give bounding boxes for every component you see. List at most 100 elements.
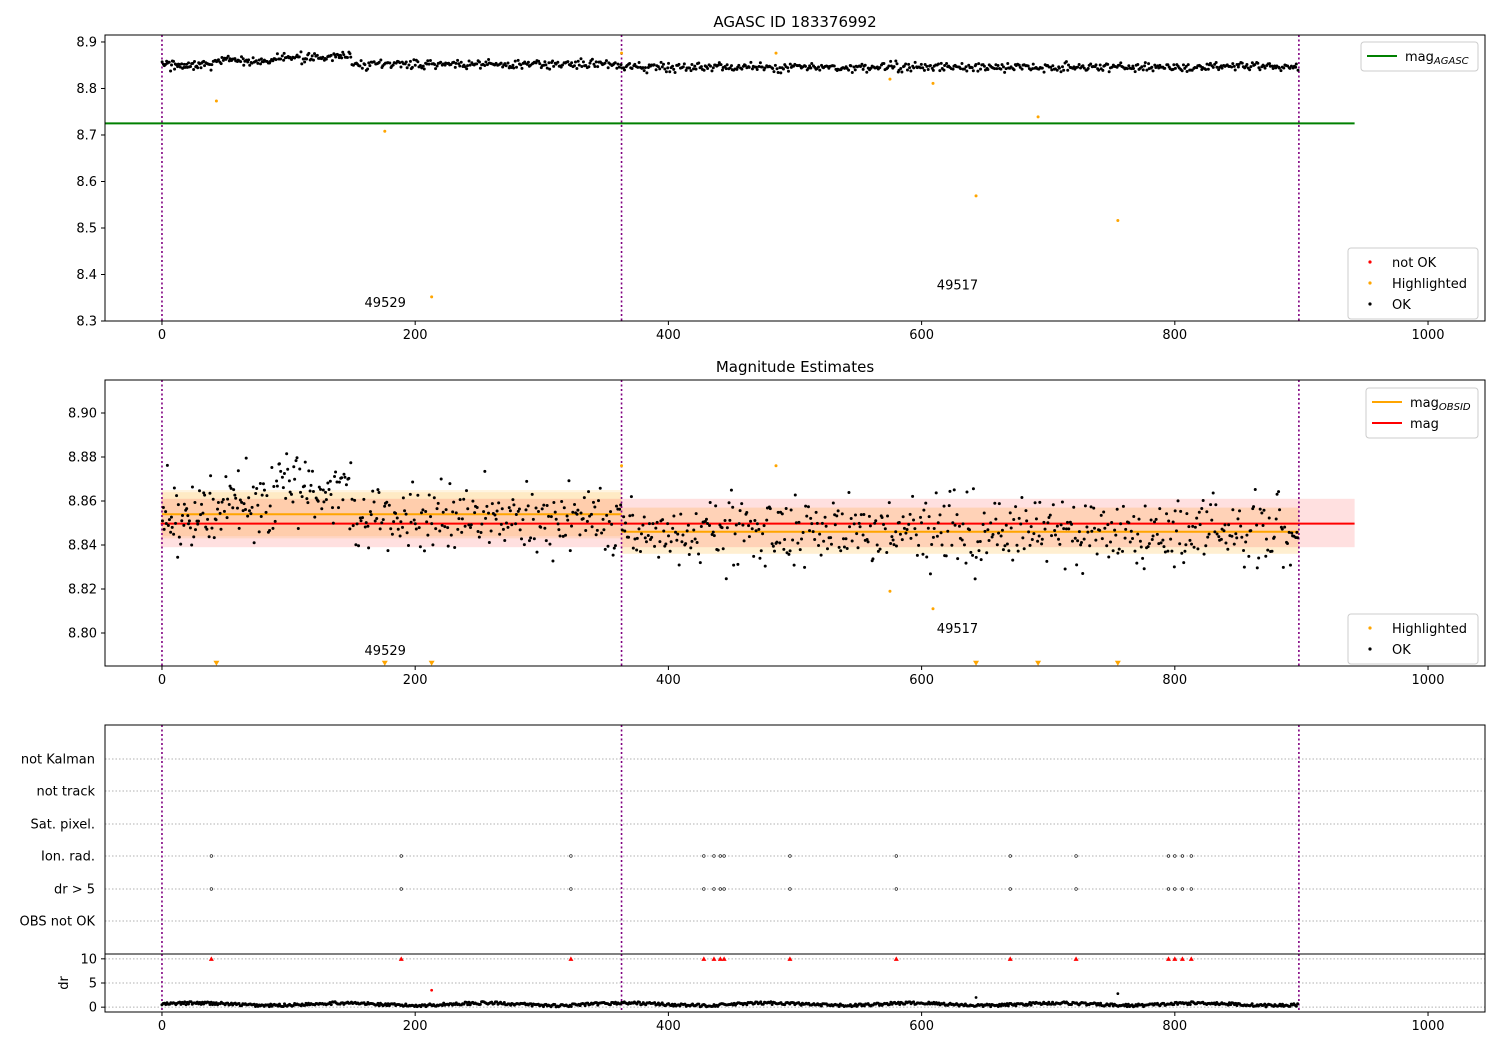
ok-point: [1275, 492, 1279, 496]
ok-point: [354, 543, 358, 547]
ok-point: [853, 513, 857, 517]
flag-category-label: not Kalman: [21, 753, 95, 768]
ok-point: [708, 523, 712, 527]
ok-point: [986, 68, 990, 72]
ok-point: [174, 521, 178, 525]
ok-point: [1295, 530, 1299, 534]
legend-label: mag: [1410, 417, 1439, 432]
ok-point: [531, 517, 535, 521]
ok-point: [167, 60, 171, 64]
ok-point: [467, 59, 471, 63]
ok-point: [501, 527, 505, 531]
ok-point: [308, 489, 312, 493]
legend-subscript: AGASC: [1433, 56, 1469, 67]
y-tick-label: 8.3: [76, 315, 97, 330]
ok-point: [337, 56, 341, 60]
ok-point: [716, 548, 720, 552]
ok-point: [1206, 535, 1210, 539]
ok-point: [1131, 64, 1135, 68]
ok-point: [1248, 68, 1252, 72]
ok-point: [628, 62, 632, 66]
ok-point: [800, 537, 804, 541]
ok-point: [317, 485, 321, 489]
ok-point: [1081, 64, 1085, 68]
ok-point: [1038, 500, 1042, 504]
ok-point: [810, 522, 814, 526]
ok-point: [1174, 529, 1178, 533]
ok-point: [814, 510, 818, 514]
ok-point: [648, 538, 652, 542]
ok-point: [275, 484, 279, 488]
dr-ok-point: [1140, 1002, 1144, 1006]
ok-point: [940, 543, 944, 547]
ok-point: [1252, 505, 1256, 509]
ok-point: [547, 514, 551, 518]
ok-point: [484, 516, 488, 520]
ok-point: [410, 65, 414, 69]
ok-point: [955, 513, 959, 517]
ok-point: [912, 66, 916, 70]
ok-point: [1217, 535, 1221, 539]
ok-point: [1050, 534, 1054, 538]
ok-point: [1249, 65, 1253, 69]
ok-point: [186, 522, 190, 526]
ok-point: [291, 500, 295, 504]
ok-point: [575, 67, 579, 71]
clipped-marker: [213, 660, 220, 666]
ok-point: [1215, 65, 1219, 69]
ok-point: [443, 525, 447, 529]
ok-point: [1089, 62, 1093, 66]
ok-point: [567, 479, 571, 483]
legend-label: Highlighted: [1392, 277, 1467, 292]
ok-point: [695, 541, 699, 545]
ok-point: [1226, 547, 1230, 551]
ok-point: [740, 67, 744, 71]
dr-panel: 0 200 400 600 800 1000 0 5 10 dr: [57, 952, 1486, 1034]
ok-point: [372, 500, 376, 504]
ok-point: [160, 519, 164, 523]
ok-point: [1014, 505, 1018, 509]
ok-point: [1231, 508, 1235, 512]
ok-point: [909, 69, 913, 73]
ok-point: [818, 532, 822, 536]
ok-point: [931, 535, 935, 539]
ok-point: [997, 531, 1001, 535]
ok-point: [176, 65, 180, 69]
ok-point: [360, 66, 364, 70]
ok-point: [971, 487, 975, 491]
ok-point: [645, 71, 649, 75]
ok-point: [697, 552, 701, 556]
ok-point: [571, 510, 575, 514]
ok-point: [196, 519, 200, 523]
ok-point: [779, 71, 783, 75]
ok-point: [861, 533, 865, 537]
ok-point: [763, 66, 767, 70]
ok-point: [363, 525, 367, 529]
ok-point: [1119, 61, 1123, 65]
ok-point: [549, 515, 553, 519]
ok-point: [250, 505, 254, 509]
ok-point: [1267, 516, 1271, 520]
y-tick-label: 8.84: [68, 539, 97, 554]
ok-point: [392, 520, 396, 524]
ok-point: [752, 554, 756, 558]
ok-point: [1282, 66, 1286, 70]
ok-point: [377, 60, 381, 64]
ok-point: [765, 518, 769, 522]
dr-ok-point: [996, 1004, 1000, 1008]
ok-point: [936, 62, 940, 66]
ok-point: [617, 65, 621, 69]
ok-point: [483, 469, 487, 473]
ok-point: [412, 518, 416, 522]
ok-point: [901, 515, 905, 519]
ok-point: [721, 547, 725, 551]
ok-point: [326, 481, 330, 485]
ok-point: [1070, 539, 1074, 543]
dr-ok-point: [440, 1004, 444, 1008]
ok-point: [307, 51, 311, 55]
ok-point: [419, 511, 423, 515]
ok-point: [219, 527, 223, 531]
highlighted-point: [1036, 115, 1040, 119]
ok-point: [655, 520, 659, 524]
y-tick-label: 8.9: [76, 35, 97, 50]
